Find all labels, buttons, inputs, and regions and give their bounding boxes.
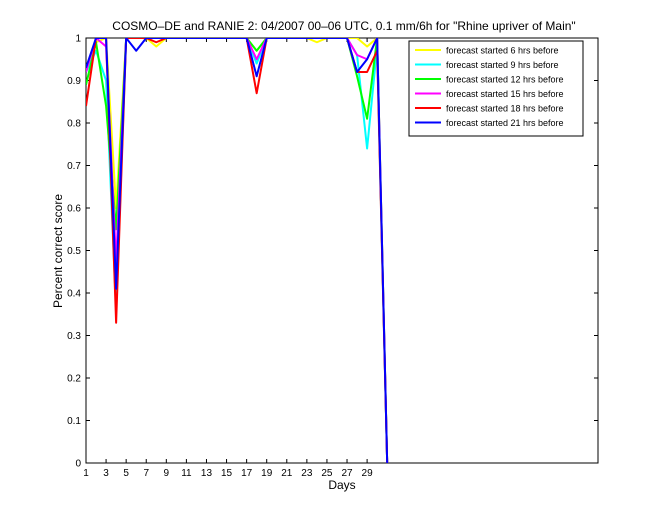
legend-label: forecast started 6 hrs before xyxy=(446,46,559,56)
x-tick-label: 11 xyxy=(181,468,192,479)
x-tick-label: 17 xyxy=(241,468,253,479)
y-tick-label: 0.5 xyxy=(67,246,81,257)
y-axis-label: Percent correct score xyxy=(51,194,65,308)
y-tick-label: 0.1 xyxy=(67,416,81,427)
x-tick-label: 29 xyxy=(362,468,374,479)
x-tick-label: 3 xyxy=(103,468,109,479)
legend-label: forecast started 15 hrs before xyxy=(446,89,564,99)
x-tick-label: 21 xyxy=(281,468,293,479)
x-tick-label: 5 xyxy=(123,468,129,479)
y-tick-label: 0.6 xyxy=(67,204,81,215)
x-tick-label: 27 xyxy=(341,468,353,479)
y-tick-label: 0.4 xyxy=(67,289,81,300)
y-tick-label: 0.7 xyxy=(67,161,81,172)
x-tick-label: 7 xyxy=(143,468,149,479)
x-tick-label: 13 xyxy=(201,468,213,479)
legend-label: forecast started 9 hrs before xyxy=(446,60,559,70)
chart-title: COSMO–DE and RANIE 2: 04/2007 00–06 UTC,… xyxy=(112,19,575,33)
x-tick-label: 9 xyxy=(164,468,170,479)
y-tick-label: 0.9 xyxy=(67,76,81,87)
y-tick-label: 1 xyxy=(75,34,81,45)
x-tick-label: 23 xyxy=(301,468,313,479)
y-tick-label: 0.2 xyxy=(67,374,81,385)
plot-area: 1 3 5 7 9 11 13 15 17 19 21 23 25 27 2900.10.20.30.40.… xyxy=(67,34,599,479)
y-tick-label: 0 xyxy=(75,459,81,470)
legend-label: forecast started 21 hrs before xyxy=(446,118,564,128)
x-tick-label: 19 xyxy=(261,468,273,479)
legend-label: forecast started 18 hrs before xyxy=(446,104,564,114)
x-tick-label: 15 xyxy=(221,468,233,479)
legend-label: forecast started 12 hrs before xyxy=(446,75,564,85)
y-tick-label: 0.3 xyxy=(67,331,81,342)
x-axis-label: Days xyxy=(328,478,355,492)
y-tick-label: 0.8 xyxy=(67,119,81,130)
x-tick-label: 25 xyxy=(321,468,333,479)
legend-box xyxy=(408,40,584,137)
x-tick-label: 1 xyxy=(83,468,89,479)
series-line-6 xyxy=(86,38,389,463)
